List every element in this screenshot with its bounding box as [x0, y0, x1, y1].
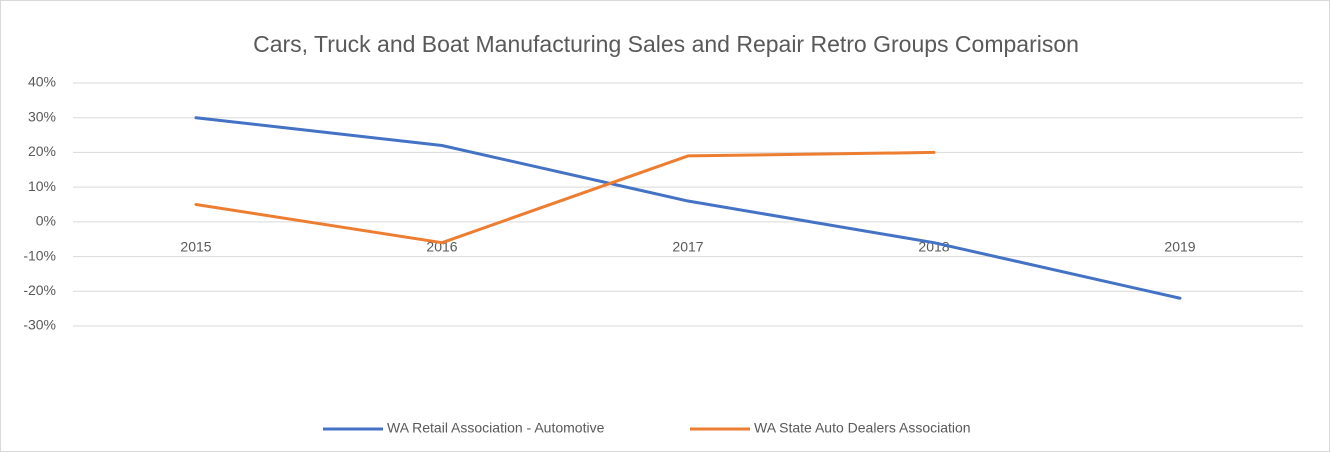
y-tick-label: 40% — [28, 74, 56, 90]
y-tick-label: -30% — [23, 317, 56, 333]
y-tick-label: -10% — [23, 247, 56, 263]
y-tick-label: -20% — [23, 282, 56, 298]
x-tick-label: 2015 — [180, 239, 211, 255]
chart-title: Cars, Truck and Boat Manufacturing Sales… — [253, 31, 1079, 57]
y-tick-label: 10% — [28, 178, 56, 194]
y-tick-label: 0% — [36, 213, 56, 229]
x-tick-label: 2017 — [672, 239, 703, 255]
y-tick-label: 20% — [28, 143, 56, 159]
series-line — [194, 150, 936, 245]
legend-label: WA State Auto Dealers Association — [754, 420, 971, 436]
y-tick-label: 30% — [28, 108, 56, 124]
series-line — [194, 116, 1182, 300]
legend-label: WA Retail Association - Automotive — [387, 420, 605, 436]
x-tick-label: 2019 — [1164, 239, 1195, 255]
